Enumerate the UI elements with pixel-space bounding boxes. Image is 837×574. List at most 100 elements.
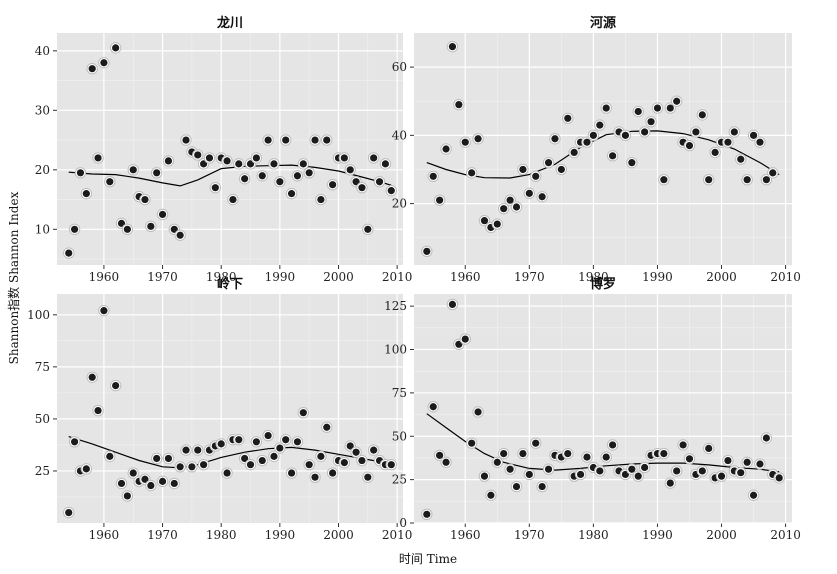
data-point — [632, 470, 644, 482]
data-point — [638, 461, 651, 474]
data-point-dot — [223, 469, 231, 477]
data-point — [651, 102, 664, 114]
data-point-dot — [576, 470, 585, 479]
data-point — [109, 379, 122, 392]
data-point — [523, 187, 536, 200]
data-point-dot — [525, 470, 533, 479]
data-point-dot — [500, 450, 508, 458]
data-point — [156, 208, 169, 221]
data-point-dot — [329, 469, 337, 477]
data-point — [321, 134, 333, 146]
data-point-dot — [141, 195, 149, 204]
data-point — [192, 149, 204, 161]
data-point-dot — [282, 136, 290, 144]
data-point — [150, 167, 163, 179]
data-point — [549, 133, 561, 145]
data-point-dot — [258, 456, 266, 465]
x-tick-label: 1970 — [514, 270, 545, 284]
data-point — [127, 467, 139, 479]
data-point-dot — [211, 184, 219, 192]
data-point — [156, 475, 169, 488]
data-point — [594, 119, 606, 131]
data-point — [174, 229, 186, 241]
data-point-dot — [70, 225, 79, 233]
data-point — [696, 109, 709, 121]
x-tick-label: 2010 — [770, 528, 801, 542]
panel-title: 岭下 — [217, 276, 243, 292]
data-point-dot — [112, 44, 120, 52]
data-point — [754, 458, 766, 470]
data-point-dot — [100, 307, 108, 315]
data-point-dot — [182, 446, 190, 454]
data-point-dot — [299, 409, 307, 417]
data-point-dot — [164, 157, 173, 165]
data-point-dot — [436, 196, 444, 204]
data-point — [465, 167, 478, 179]
data-point — [562, 112, 574, 124]
data-point — [186, 461, 198, 473]
data-point — [80, 463, 93, 475]
y-tick-label: 75 — [35, 360, 50, 374]
data-point — [683, 453, 696, 465]
panel-2: 岭下 1960 1970 1980 1990 2000 2010 25 50 75 100 — [27, 276, 412, 542]
x-tick-label: 2000 — [323, 270, 354, 284]
data-point-dot — [323, 136, 331, 144]
data-point — [703, 174, 715, 186]
data-point — [600, 102, 612, 114]
data-point — [632, 105, 644, 118]
data-point-dot — [170, 479, 178, 488]
data-point-dot — [117, 479, 126, 488]
data-point-dot — [235, 436, 243, 444]
data-point — [619, 129, 632, 142]
data-point — [542, 463, 555, 475]
data-point-dot — [461, 335, 469, 343]
data-point-dot — [287, 190, 296, 198]
data-point — [338, 152, 351, 164]
panel-background — [57, 294, 403, 523]
data-point — [440, 456, 452, 468]
data-point-dot — [775, 474, 783, 482]
y-tick-label: 75 — [392, 386, 407, 400]
panel-title: 博罗 — [590, 276, 616, 292]
data-point — [472, 406, 484, 418]
data-point-dot — [698, 467, 706, 475]
data-point — [303, 167, 315, 179]
data-point — [478, 470, 491, 482]
data-point-dot — [276, 444, 284, 452]
data-point-dot — [141, 475, 149, 483]
data-point-dot — [287, 469, 296, 477]
data-point — [367, 152, 380, 164]
y-tick-label: 125 — [384, 299, 407, 313]
data-point-dot — [487, 491, 495, 499]
data-point — [497, 203, 510, 215]
x-tick-label: 1980 — [578, 528, 609, 542]
data-point — [767, 167, 779, 179]
data-point-dot — [252, 438, 260, 446]
data-point-dot — [743, 176, 751, 184]
panel-background — [414, 294, 792, 523]
data-point-dot — [346, 442, 354, 450]
data-point-dot — [65, 508, 73, 517]
data-point — [600, 451, 612, 463]
data-point — [472, 133, 484, 145]
data-point — [86, 62, 98, 75]
data-point-dot — [65, 249, 73, 257]
data-point-dot — [153, 454, 161, 463]
data-point-dot — [270, 452, 278, 460]
data-point — [121, 223, 134, 236]
data-point — [670, 465, 683, 477]
data-point-dot — [129, 469, 137, 477]
data-point — [754, 136, 766, 148]
data-point — [735, 153, 747, 165]
data-point-dot — [583, 138, 591, 146]
data-point-dot — [762, 434, 770, 442]
data-point-dot — [596, 467, 604, 475]
data-point-dot — [519, 450, 527, 458]
data-point-dot — [448, 43, 457, 51]
trend-line — [68, 436, 392, 469]
data-point-dot — [158, 210, 167, 219]
data-point-dot — [305, 169, 313, 177]
data-point — [262, 134, 274, 146]
x-tick-label: 1960 — [89, 528, 120, 542]
data-point-dot — [311, 136, 319, 144]
